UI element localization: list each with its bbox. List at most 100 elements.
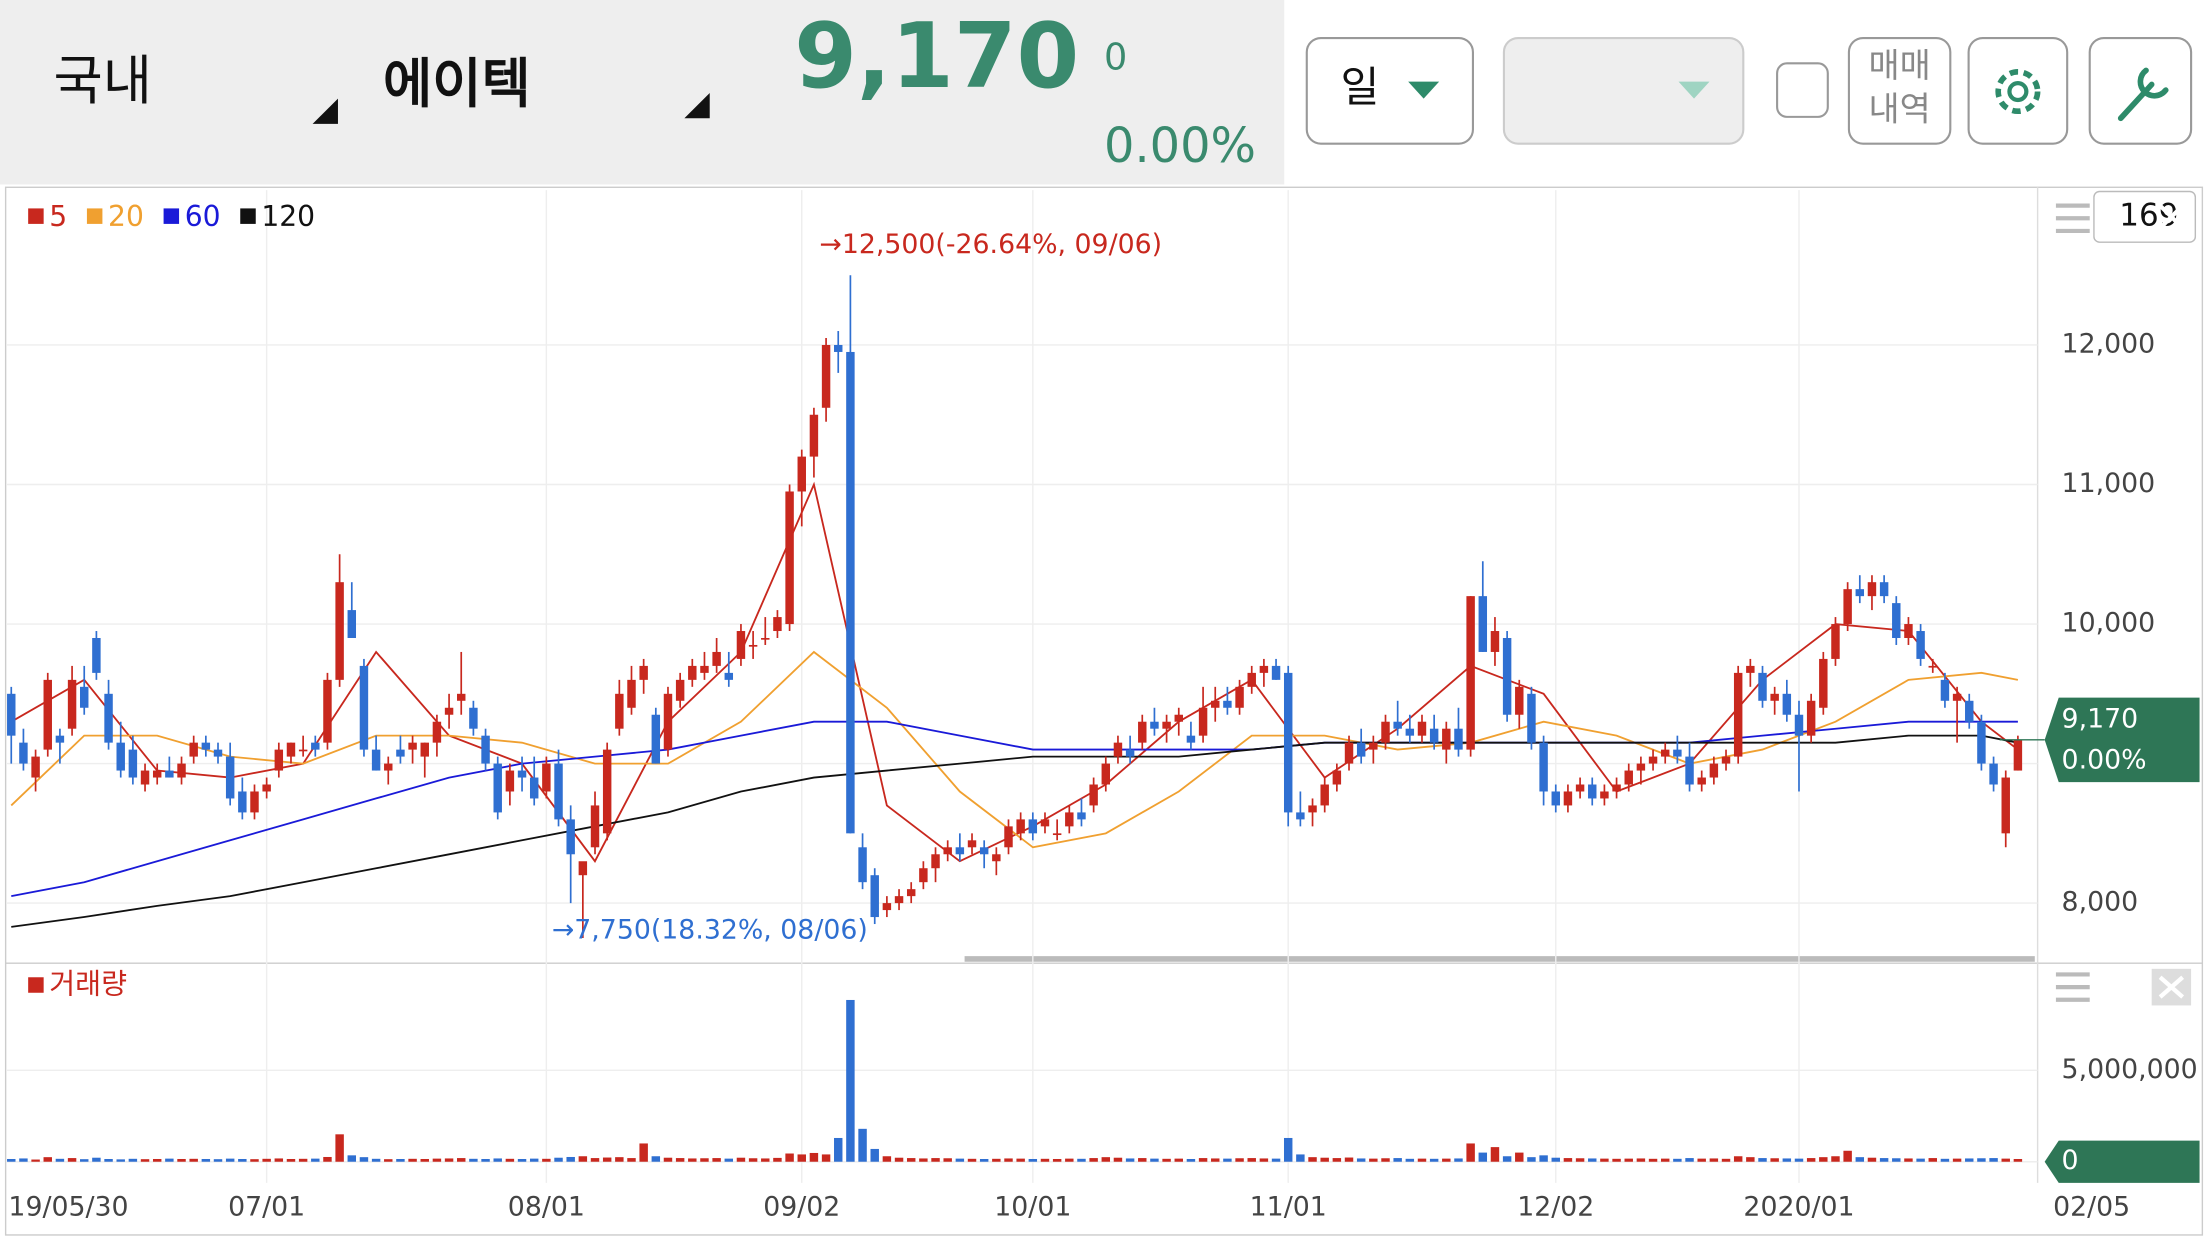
market-arrow[interactable]: [312, 98, 338, 124]
volume-bar: [1004, 1158, 1013, 1162]
volume-bar: [1916, 1158, 1925, 1162]
candle-body: [493, 763, 502, 813]
x-tick-label: 07/01: [228, 1192, 305, 1223]
candle-body: [371, 749, 381, 771]
candle-body: [1588, 784, 1597, 799]
candle-body: [347, 610, 357, 638]
candle-body: [566, 819, 575, 855]
candle-body: [152, 770, 162, 778]
chart-frame: [4, 186, 2204, 1236]
volume-bar: [80, 1159, 89, 1162]
volume-bar: [590, 1158, 600, 1162]
volume-bar: [286, 1158, 296, 1162]
volume-bar: [675, 1158, 685, 1162]
volume-bar: [457, 1158, 466, 1162]
volume-bar: [761, 1158, 770, 1162]
volume-bar: [1928, 1158, 1937, 1162]
indicator-select[interactable]: [1502, 36, 1745, 145]
candle-body: [1369, 742, 1378, 750]
legend-label: 60: [185, 200, 221, 233]
close-icon[interactable]: [2158, 204, 2185, 999]
legend-swatch: [163, 208, 180, 224]
volume-bar: [1040, 1158, 1050, 1162]
candle-body: [1502, 637, 1512, 715]
volume-bar: [1782, 1158, 1792, 1162]
stock-name[interactable]: 에이텍: [383, 52, 531, 115]
volume-bar: [1551, 1157, 1560, 1162]
menu-icon[interactable]: [2055, 972, 2090, 1002]
volume-bar: [7, 1158, 16, 1162]
candle-body: [554, 763, 563, 820]
checkbox[interactable]: [1776, 62, 1829, 118]
volume-bar: [177, 1158, 186, 1162]
candle-body: [1709, 763, 1719, 778]
volume-bar: [335, 1134, 344, 1162]
volume-bar: [55, 1158, 65, 1162]
volume-bar: [1563, 1158, 1573, 1162]
candle-body: [1636, 763, 1646, 771]
settings-button[interactable]: [1967, 36, 2069, 145]
volume-bar: [578, 1156, 588, 1162]
volume-bar: [505, 1158, 515, 1162]
y-tick-label: 11,000: [2062, 468, 2156, 499]
candle-body: [955, 847, 965, 855]
volume-bar: [602, 1157, 612, 1162]
y-tick-label: 10,000: [2062, 608, 2156, 639]
count-box[interactable]: [2093, 190, 2197, 243]
legend-label: 120: [261, 200, 315, 233]
volume-bar: [1879, 1158, 1889, 1162]
candle-body: [1223, 700, 1232, 708]
candle-body: [1186, 735, 1196, 743]
candle-body: [1174, 714, 1183, 722]
volume-bar: [639, 1143, 648, 1162]
candle-body: [1320, 784, 1329, 806]
volume-bar: [542, 1158, 551, 1162]
candle-body: [1673, 749, 1682, 757]
candle-body: [1065, 812, 1074, 827]
last-change-label: 0.00%: [2062, 744, 2147, 775]
stock-arrow[interactable]: [684, 92, 710, 119]
history-button[interactable]: [1847, 36, 1952, 145]
candle-body: [1515, 686, 1524, 715]
candle-body: [578, 861, 588, 876]
period-arrow: [1408, 81, 1440, 99]
candle-body: [1612, 784, 1621, 792]
candle-body: [250, 791, 259, 813]
candle-body: [1892, 603, 1901, 638]
volume-bar: [1709, 1158, 1719, 1162]
volume-bar: [43, 1157, 52, 1162]
volume-bar: [1660, 1158, 1670, 1162]
menu-icon[interactable]: [2055, 203, 2090, 234]
volume-bar: [566, 1156, 575, 1162]
y-tick-label: 5,000,000: [2062, 1054, 2198, 1085]
volume-bar: [748, 1158, 758, 1162]
candle-body: [323, 679, 332, 743]
candle-body: [274, 749, 284, 771]
candle-body: [1113, 742, 1123, 757]
volume-bar: [1721, 1158, 1731, 1162]
candle-body: [1819, 658, 1828, 708]
candle-body: [1150, 721, 1159, 729]
period-select[interactable]: [1305, 36, 1474, 145]
volume-bar: [979, 1158, 989, 1162]
candle-body: [931, 854, 940, 869]
volume-bar: [213, 1159, 223, 1162]
volume-bar: [1429, 1158, 1439, 1162]
ma-line: [11, 734, 2019, 928]
volume-bar: [201, 1158, 211, 1162]
market-select[interactable]: 국내: [54, 49, 152, 112]
volume-bar: [1794, 1158, 1804, 1162]
volume-bar: [1283, 1137, 1293, 1162]
candle-body: [1563, 791, 1573, 806]
volume-bar: [1819, 1157, 1828, 1162]
volume-bar: [1539, 1155, 1548, 1162]
candle-body: [262, 784, 271, 792]
candle-body: [639, 665, 648, 680]
volume-bar: [1259, 1158, 1269, 1162]
x-tick-label: 09/02: [763, 1192, 840, 1223]
candle-body: [748, 644, 758, 647]
candle-body: [1466, 596, 1475, 750]
volume-bar: [1490, 1147, 1500, 1162]
volume-bar: [1065, 1158, 1074, 1162]
volume-bar: [274, 1158, 284, 1162]
